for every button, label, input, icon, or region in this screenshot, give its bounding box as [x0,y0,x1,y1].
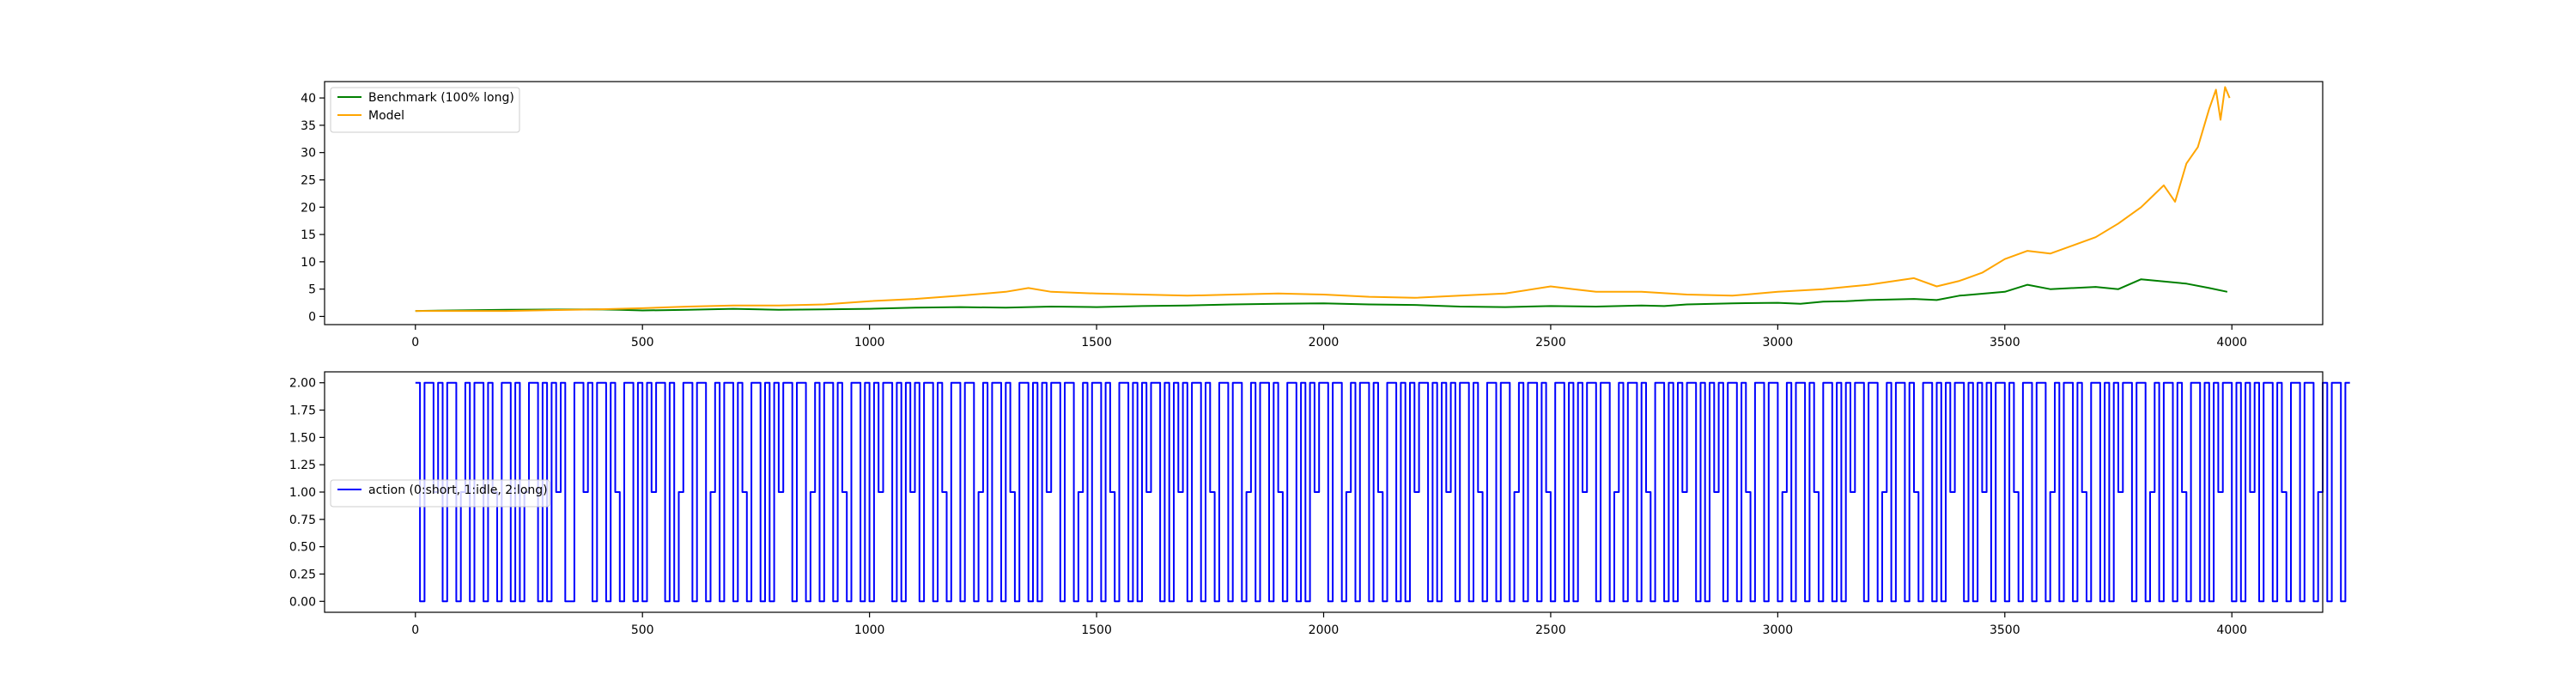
y-tick-label: 30 [301,147,316,161]
y-tick-label: 5 [308,283,316,297]
legend-box [330,479,550,508]
x-tick-label: 0 [411,336,419,350]
x-tick-label: 2000 [1309,336,1340,350]
y-tick-label: 0 [308,310,316,324]
y-tick-label: 1.75 [289,404,316,418]
bottom-chart-actions: 0 500 1000 1500 2000 2500 3000 3500 4000 0.00 0.25… [289,371,2350,637]
legend-label: Benchmark (100% long) [368,91,514,105]
y-tick-label: 1.25 [289,459,316,472]
x-tick-label: 3500 [1990,336,2020,350]
x-tick-label: 4000 [2216,623,2247,637]
top-chart-returns: 0 500 1000 1500 2000 2500 3000 3500 4000 0 5 10 15 20… [301,81,2324,350]
series-line-0-0 [415,278,2228,313]
y-tick-label: 15 [301,228,316,242]
x-tick-label: 3500 [1990,623,2020,637]
y-tick-label: 20 [301,201,316,215]
y-tick-label: 0.75 [289,514,316,527]
y-tick-label: 0.00 [289,595,316,609]
y-tick-label: 0.25 [289,568,316,581]
x-tick-label: 2000 [1309,623,1340,637]
y-tick-label: 35 [301,119,316,133]
y-tick-label: 10 [301,256,316,270]
legend-box [330,87,520,133]
legend-label: Model [368,109,404,123]
x-tick-label: 3000 [1763,336,1794,350]
x-tick-label: 4000 [2216,336,2247,350]
x-tick-label: 500 [631,336,654,350]
series-line-0-1 [415,86,2231,313]
legend-label: action (0:short, 1:idle, 2:long) [368,483,548,497]
series-line-1-0 [415,381,2350,603]
y-tick-label: 2.00 [289,377,316,391]
y-tick-label: 40 [301,92,316,106]
x-tick-label: 2500 [1535,336,1566,350]
x-tick-label: 1500 [1081,623,1112,637]
x-tick-label: 1000 [854,336,885,350]
y-tick-label: 25 [301,173,316,187]
x-tick-label: 3000 [1763,623,1794,637]
y-tick-label: 1.50 [289,431,316,445]
x-tick-label: 2500 [1535,623,1566,637]
y-tick-label: 1.00 [289,486,316,500]
x-tick-label: 1000 [854,623,885,637]
x-tick-label: 0 [411,623,419,637]
y-tick-label: 0.50 [289,541,316,555]
x-tick-label: 1500 [1081,336,1112,350]
x-tick-label: 500 [631,623,654,637]
